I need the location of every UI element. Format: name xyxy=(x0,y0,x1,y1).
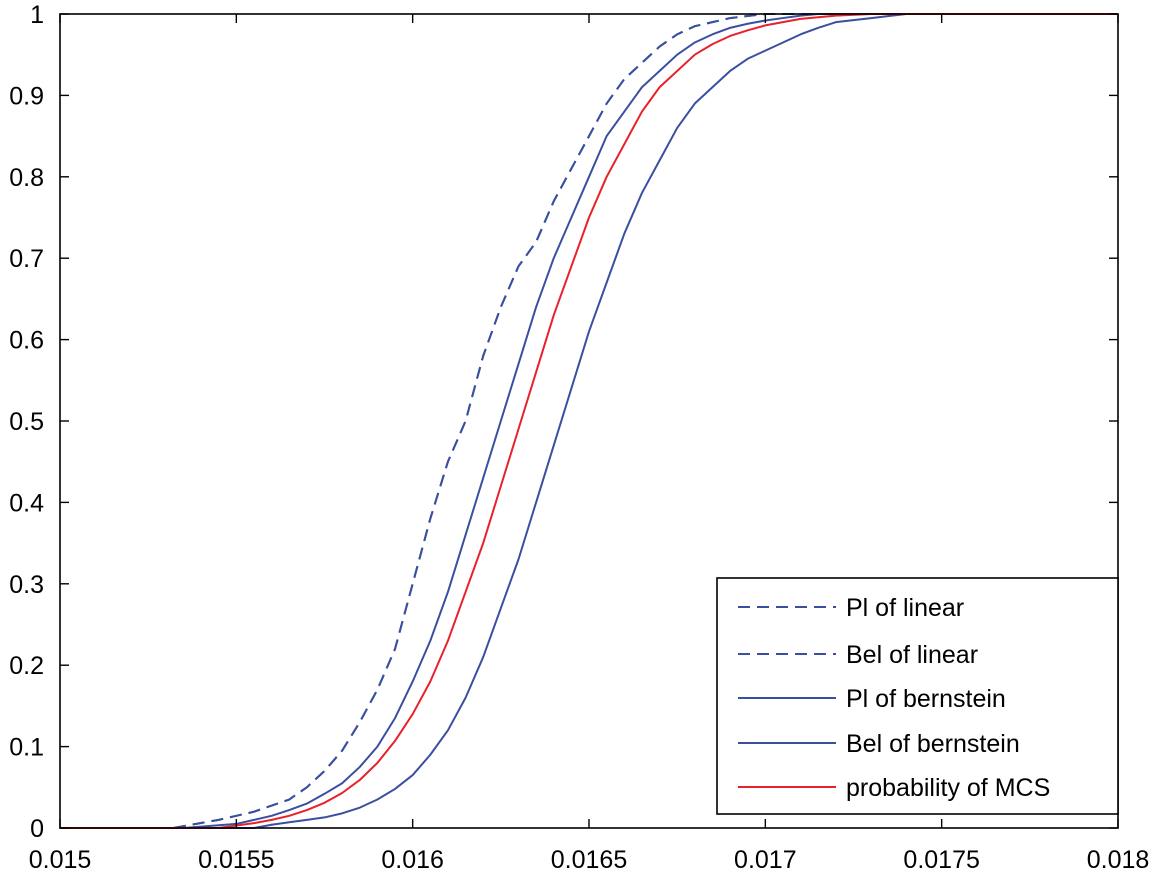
y-tick-label: 0.8 xyxy=(9,164,44,192)
series-line-4 xyxy=(60,13,1118,829)
series-line-2 xyxy=(60,13,1118,829)
legend: Pl of linear Bel of linear Pl of bernstein… xyxy=(716,577,1119,815)
y-tick-label: 0 xyxy=(30,815,44,843)
x-tick-label: 0.015 xyxy=(29,846,92,874)
y-tick-label: 0.6 xyxy=(9,327,44,355)
legend-label-3: Bel of bernstein xyxy=(846,730,1020,758)
y-tick-label: 0.2 xyxy=(9,652,44,680)
legend-label-4: probability of MCS xyxy=(846,774,1050,802)
legend-label-2: Pl of bernstein xyxy=(846,685,1006,713)
y-tick-label: 0.1 xyxy=(9,734,44,762)
legend-label-0: Pl of linear xyxy=(846,594,964,622)
y-tick-label: 0.7 xyxy=(9,245,44,273)
y-tick-label: 0.5 xyxy=(9,408,44,436)
legend-label-1: Bel of linear xyxy=(846,641,978,669)
x-tick-label: 0.016 xyxy=(381,846,444,874)
x-tick-label: 0.0155 xyxy=(198,846,274,874)
x-tick-label: 0.017 xyxy=(734,846,797,874)
series-line-1 xyxy=(60,13,1118,829)
y-tick-label: 0.3 xyxy=(9,571,44,599)
y-tick-label: 1 xyxy=(30,1,44,29)
plot-lines xyxy=(60,13,1118,829)
x-tick-label: 0.0175 xyxy=(903,846,979,874)
x-tick-label: 0.018 xyxy=(1087,846,1150,874)
y-tick-label: 0.9 xyxy=(9,82,44,110)
y-tick-labels: 0 0.1 0.2 0.3 0.4 0.5 0.6 0.7 0.8 0.9 1 xyxy=(9,1,44,843)
series-line-3 xyxy=(60,13,1118,829)
y-tick-label: 0.4 xyxy=(9,489,44,517)
x-tick-labels: 0.015 0.0155 0.016 0.0165 0.017 0.0175 0.018 xyxy=(29,846,1150,874)
x-tick-label: 0.0165 xyxy=(551,846,627,874)
legend-box xyxy=(716,577,1119,815)
